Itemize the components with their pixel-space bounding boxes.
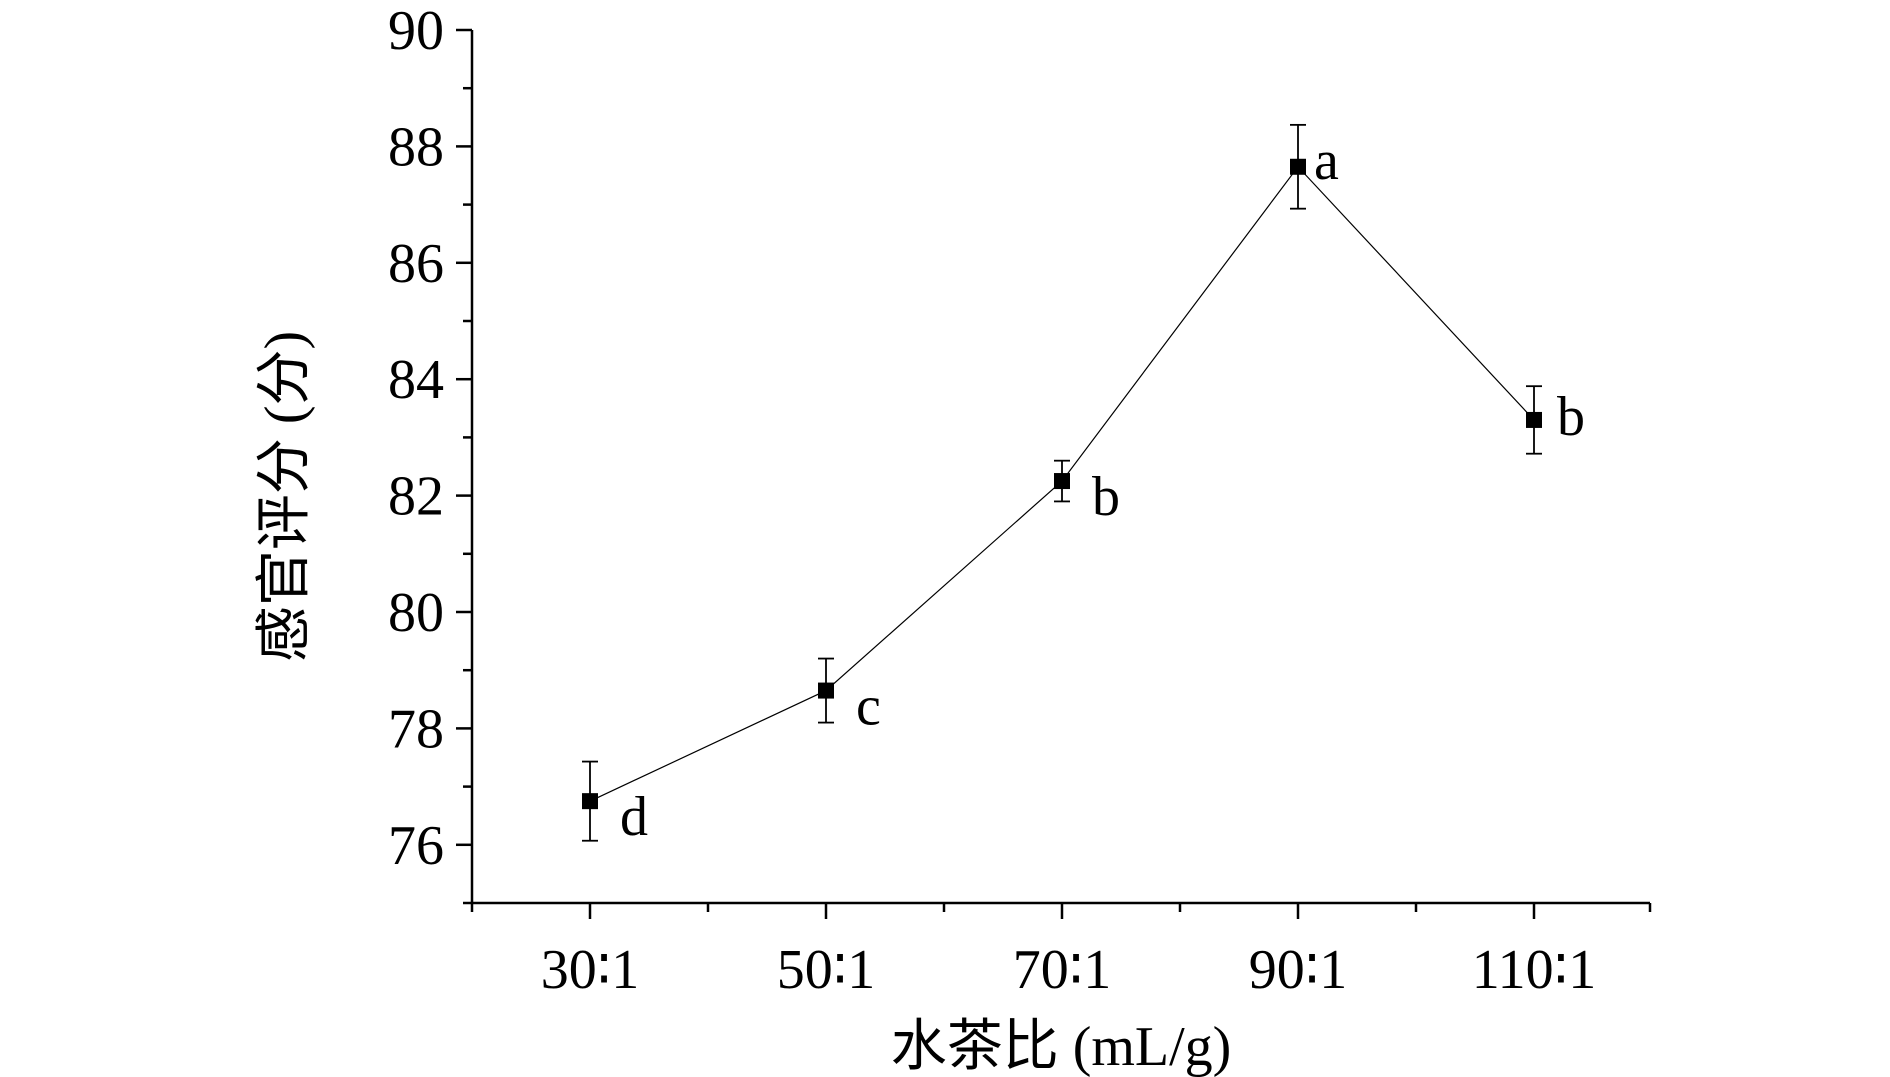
data-point	[818, 682, 834, 699]
series-layer: d c b a b	[582, 123, 1585, 848]
y-axis-ticks: 76 78 80 82 84 86 88 90	[388, 0, 472, 905]
data-point	[1054, 473, 1070, 490]
significance-label: a	[1314, 130, 1339, 192]
data-point	[582, 793, 598, 810]
plot-area: 76 78 80 82 84 86 88 90 30∶1 50∶1 70∶1 90∶1 110∶1 d…	[388, 0, 1652, 1001]
y-tick-label: 76	[388, 815, 444, 877]
x-tick-label: 110∶1	[1472, 939, 1597, 1001]
y-tick-label: 80	[388, 582, 444, 644]
significance-label: b	[1557, 386, 1585, 448]
x-tick-label: 90∶1	[1249, 939, 1348, 1001]
y-tick-label: 90	[388, 0, 444, 62]
data-point	[1290, 158, 1306, 175]
x-axis-title: 水茶比 (mL/g)	[891, 1016, 1232, 1077]
x-tick-label: 70∶1	[1013, 939, 1112, 1001]
y-tick-label: 88	[388, 116, 444, 178]
data-point	[1526, 411, 1542, 428]
y-tick-label: 86	[388, 233, 444, 295]
x-tick-label: 50∶1	[777, 939, 876, 1001]
y-tick-label: 82	[388, 466, 444, 528]
y-tick-label: 78	[388, 698, 444, 760]
significance-label: c	[856, 676, 881, 738]
y-tick-label: 84	[388, 349, 444, 411]
significance-label: b	[1092, 466, 1120, 528]
y-axis-title: 感官评分 (分)	[254, 331, 316, 662]
x-axis-ticks: 30∶1 50∶1 70∶1 90∶1 110∶1	[470, 903, 1652, 1001]
significance-label: d	[620, 786, 648, 848]
x-tick-label: 30∶1	[541, 939, 640, 1001]
